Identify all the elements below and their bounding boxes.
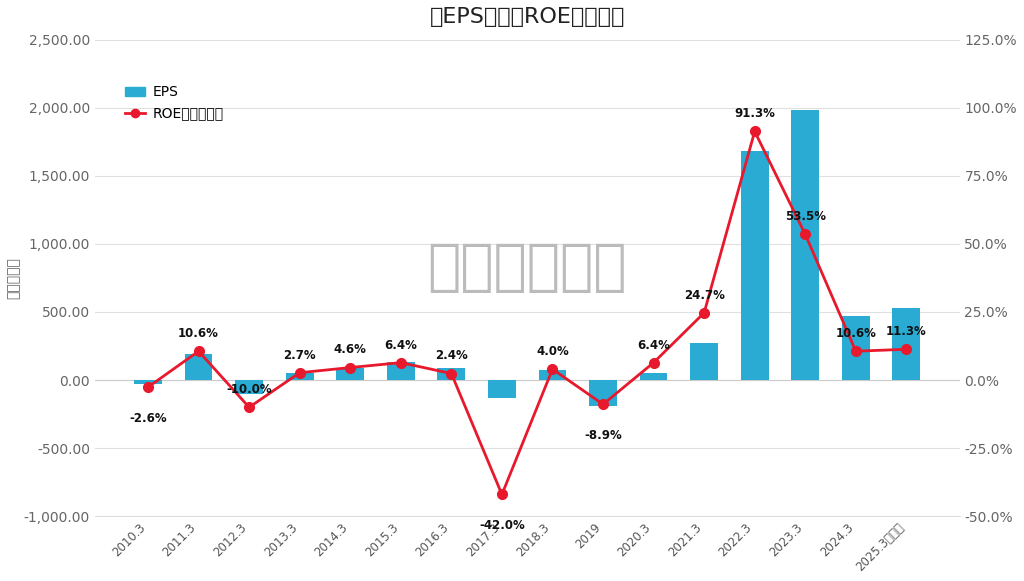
Text: 10.6%: 10.6%	[178, 327, 219, 340]
Text: -8.9%: -8.9%	[584, 429, 622, 442]
Text: 53.5%: 53.5%	[784, 210, 825, 223]
Title: 「EPS」・「ROE」の推移: 「EPS」・「ROE」の推移	[429, 7, 625, 27]
Text: 2.4%: 2.4%	[435, 349, 468, 363]
Text: -10.0%: -10.0%	[226, 383, 272, 396]
Text: 4.6%: 4.6%	[334, 343, 367, 356]
Bar	[236, 380, 263, 394]
Bar	[740, 151, 769, 380]
Bar	[387, 363, 415, 380]
Bar	[640, 372, 668, 380]
Text: 6.4%: 6.4%	[637, 339, 670, 352]
Legend: EPS, ROE　（右軸）: EPS, ROE （右軸）	[119, 80, 229, 126]
Text: 6.4%: 6.4%	[384, 339, 417, 352]
Text: -42.0%: -42.0%	[479, 519, 524, 532]
Bar	[792, 110, 819, 380]
Bar	[690, 343, 718, 380]
Bar	[488, 380, 516, 398]
Bar	[336, 368, 365, 380]
Text: 10.6%: 10.6%	[836, 327, 877, 340]
Text: 24.7%: 24.7%	[684, 289, 725, 302]
Bar	[893, 308, 921, 380]
Bar	[184, 353, 213, 380]
Text: 2.7%: 2.7%	[284, 349, 316, 361]
Text: 91.3%: 91.3%	[734, 107, 775, 120]
Y-axis label: （円／株）: （円／株）	[7, 257, 20, 299]
Bar	[539, 370, 566, 380]
Bar	[134, 380, 162, 384]
Text: 11.3%: 11.3%	[886, 325, 927, 338]
Bar	[589, 380, 616, 406]
Text: 4.0%: 4.0%	[537, 345, 569, 358]
Text: 森の投資教室: 森の投資教室	[427, 241, 627, 295]
Text: -2.6%: -2.6%	[129, 412, 167, 425]
Bar	[286, 373, 313, 380]
Bar	[842, 316, 869, 380]
Bar	[437, 368, 465, 380]
